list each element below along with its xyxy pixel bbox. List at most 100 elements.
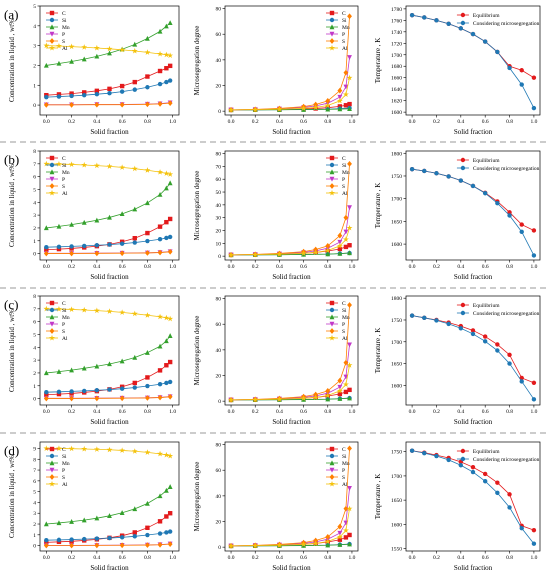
x-tick-label: 0.6 [300,409,307,415]
chart-panel: 0.0 0.2 0.4 0.6 0.8 1.0 1600 1650 1700 1750 1800 So… [374,150,541,281]
marker-circle [94,536,100,541]
legend-label: C [62,447,66,453]
marker-circle [460,12,466,18]
marker-triangle [56,223,62,229]
y-tick-label: 1750 [391,450,402,456]
series-s [43,248,173,257]
x-tick-label: 0.4 [276,409,283,415]
legend-label: S [342,329,345,335]
x-tick-label: 0.2 [68,264,75,270]
marker-square [145,74,150,79]
marker-triangle [43,521,49,527]
marker-triangle [49,460,55,466]
marker-triangle-down [329,176,335,182]
marker-triangle [157,493,163,499]
marker-square [167,63,173,69]
marker-star [49,44,55,51]
chart-panel: 0.0 0.2 0.4 0.6 0.8 1.0 0 20 40 60 80 Solid fractio… [193,5,359,136]
marker-circle [409,166,415,172]
marker-star [276,251,283,257]
legend-entry: Considering microsegregation [456,20,540,27]
x-tick-label: 0.4 [457,119,464,125]
marker-circle [69,93,74,99]
marker-triangle [167,333,173,338]
marker-triangle [167,180,173,186]
chart-panel: 0.0 0.2 0.4 0.6 0.8 1.0 0 1 2 3 4 5 6 7 8 Solid fractio… [8,294,180,426]
marker-star [81,306,88,313]
marker-star [106,163,113,169]
y-axis-label: Microsegregation degree [193,316,201,386]
y-tick-label: 40 [216,494,222,500]
marker-circle [531,75,537,80]
marker-star [49,334,55,341]
y-tick-label: 40 [216,58,222,64]
y-tick-label: 1660 [391,76,402,82]
marker-circle [519,379,524,384]
series-line [231,57,350,111]
marker-triangle [49,169,55,175]
marker-triangle [107,361,112,367]
marker-star [276,106,283,112]
marker-diamond [43,250,49,257]
marker-star [252,396,259,403]
plot-frame [405,5,541,116]
marker-circle [157,531,163,536]
marker-star [336,242,343,249]
y-tick-label: 0 [218,399,221,405]
series-s [43,541,173,549]
marker-diamond [337,377,343,384]
legend-entry: Si [46,17,67,24]
y-tick-label: 9 [33,446,36,452]
legend-label: C [342,11,346,17]
legend-label: S [62,39,65,45]
marker-star [81,44,88,50]
x-tick-label: 0.0 [43,119,50,125]
marker-circle [132,240,137,245]
x-tick-label: 0.6 [119,409,126,415]
marker-triangle [144,35,150,41]
marker-diamond [347,13,352,20]
y-tick-label: 60 [216,32,222,38]
marker-triangle [132,41,138,47]
marker-star [342,527,349,533]
x-tick-label: 0.6 [119,264,126,270]
legend-entry: Considering microsegregation [456,165,540,172]
x-tick-label: 0.6 [482,409,489,415]
x-tick-label: 0.0 [43,409,50,415]
marker-circle [49,453,55,459]
x-tick-label: 1.0 [530,555,537,561]
legend: Equilibrium Considering microsegregation [456,302,540,317]
marker-circle [119,535,125,540]
marker-circle [157,237,163,242]
marker-star [144,49,151,55]
x-tick-label: 0.4 [457,409,464,415]
y-tick-label: 3 [33,511,36,517]
marker-circle [44,244,49,250]
legend-label: Considering microsegregation [473,457,540,463]
marker-circle [482,39,488,44]
series-considering-microsegregation [409,448,537,546]
legend-label: P [342,322,345,328]
legend-entry: Si [326,162,347,169]
legend-entry: Al [46,334,68,342]
series-line [46,543,171,546]
x-tick-label: 0.0 [228,409,235,415]
marker-star [81,161,88,168]
marker-circle [495,480,500,485]
marker-star [252,106,259,113]
legend-label: Mn [342,315,350,321]
marker-triangle [49,314,55,320]
marker-square [82,90,87,95]
marker-star [324,392,331,398]
plot-frame [224,441,359,552]
chart-panel: 0.0 0.2 0.4 0.6 0.8 1.0 1550 1600 1650 1700 1750 So… [374,441,541,572]
marker-star [228,396,234,403]
marker-star [131,47,138,54]
series-al [43,42,174,59]
marker-circle [470,31,476,37]
series-mn [43,484,173,527]
marker-star [49,480,55,487]
marker-triangle [329,169,335,175]
marker-triangle [329,460,335,466]
